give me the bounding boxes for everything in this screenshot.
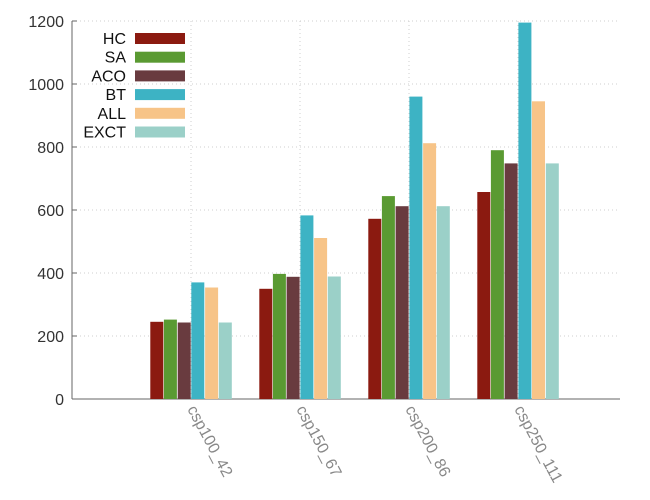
bar-exct-csp150_67 (327, 276, 341, 399)
x-category-label: csp150_67 (292, 403, 344, 480)
legend-label-sa: SA (105, 50, 127, 67)
bar-sa-csp150_67 (272, 273, 286, 399)
legend-swatch-all (135, 107, 185, 119)
legend-swatch-bt (135, 89, 185, 101)
legend-swatch-sa (135, 51, 185, 63)
y-tick-label: 0 (55, 392, 64, 409)
bar-hc-csp150_67 (259, 288, 273, 400)
bar-aco-csp150_67 (286, 276, 300, 399)
bar-sa-csp250_111 (490, 150, 504, 399)
x-category-label: csp100_42 (183, 403, 235, 480)
y-tick-label: 200 (37, 329, 64, 346)
y-tick-label: 600 (37, 203, 64, 220)
bar-aco-csp100_42 (177, 322, 191, 399)
legend-label-exct: EXCT (83, 125, 126, 142)
legend-swatch-exct (135, 126, 185, 138)
legend-label-aco: ACO (91, 68, 126, 85)
bar-all-csp200_86 (423, 143, 437, 399)
bars (150, 22, 559, 400)
y-tick-labels: 0 200 400 600 800 1000 1200 (28, 14, 64, 409)
x-category-labels: csp100_42 csp150_67 csp200_86 csp250_111 (183, 403, 565, 486)
x-category-label: csp200_86 (401, 403, 453, 480)
bar-bt-csp200_86 (409, 96, 423, 399)
legend-label-bt: BT (106, 87, 127, 104)
bar-exct-csp200_86 (436, 206, 450, 399)
bar-bt-csp250_111 (518, 22, 532, 399)
x-category-label: csp250_111 (510, 403, 565, 486)
bar-all-csp100_42 (205, 287, 219, 399)
y-tick-label: 1200 (28, 14, 64, 31)
bar-aco-csp250_111 (504, 163, 518, 399)
bar-all-csp150_67 (314, 238, 328, 399)
bar-aco-csp200_86 (395, 206, 409, 399)
y-tick-label: 1000 (28, 77, 64, 94)
bar-exct-csp250_111 (545, 163, 559, 399)
legend-label-hc: HC (103, 31, 126, 48)
legend-label-all: ALL (98, 106, 127, 123)
legend-swatch-hc (135, 33, 185, 44)
bar-sa-csp100_42 (163, 319, 177, 399)
bar-hc-csp100_42 (150, 321, 164, 399)
bar-bt-csp100_42 (191, 282, 205, 399)
bar-all-csp250_111 (532, 101, 545, 400)
legend-swatch-aco (135, 70, 185, 82)
bar-bt-csp150_67 (300, 215, 314, 399)
y-tick-label: 400 (37, 266, 64, 283)
bar-sa-csp200_86 (381, 196, 395, 399)
bar-exct-csp100_42 (218, 322, 232, 399)
bar-hc-csp250_111 (477, 192, 491, 399)
y-tick-label: 800 (37, 140, 64, 157)
bar-hc-csp200_86 (368, 218, 382, 399)
